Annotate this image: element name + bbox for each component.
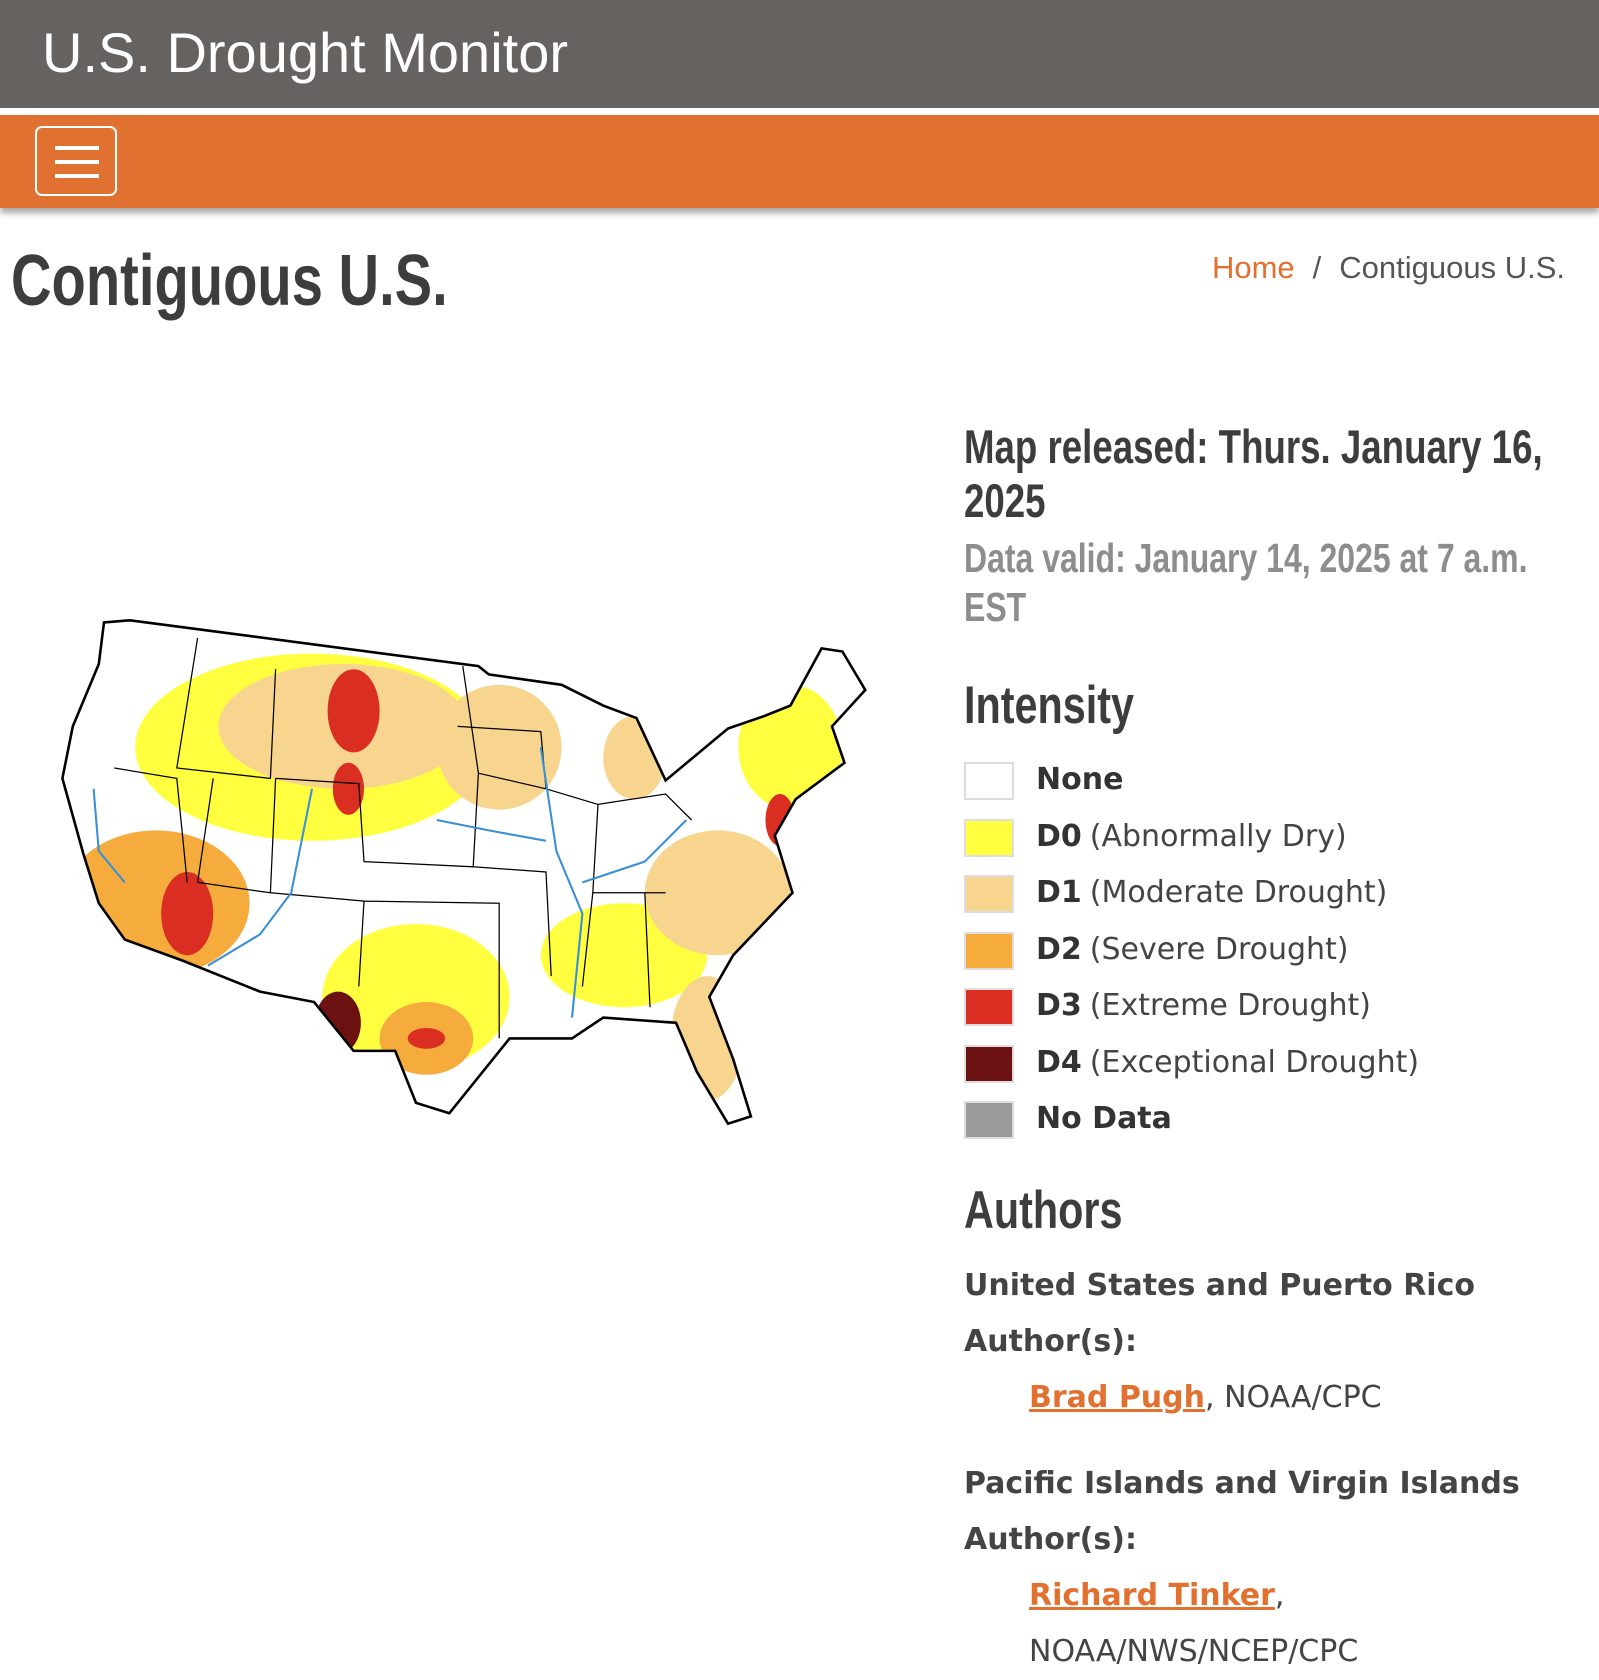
legend-swatch (964, 875, 1014, 913)
breadcrumb: Home / Contiguous U.S. (1212, 250, 1565, 286)
page-title: Contiguous U.S. (11, 241, 448, 321)
legend-swatch (964, 988, 1014, 1026)
legend-description: (Extreme Drought) (1089, 988, 1371, 1023)
group-heading: United States and Puerto Rico Author(s): (964, 1268, 1475, 1359)
legend-code: D1 (1036, 875, 1082, 910)
legend-description: (Exceptional Drought) (1089, 1044, 1420, 1080)
legend-label: None (1036, 762, 1131, 797)
legend-code: D3 (1036, 988, 1082, 1023)
drought-map[interactable] (57, 612, 879, 1132)
author-group: Pacific Islands and Virgin Islands Autho… (964, 1456, 1599, 1680)
legend-swatch (964, 818, 1014, 857)
map-info-panel: Map released: Thurs. January 16, 2025 Da… (964, 420, 1594, 1669)
authors-title: Authors (964, 1181, 1123, 1240)
site-header: U.S. Drought Monitor (0, 0, 1599, 108)
map-released: Map released: Thurs. January 16, 2025 (964, 420, 1543, 527)
legend-description: (Severe Drought) (1089, 931, 1349, 967)
legend-description: (Moderate Drought) (1089, 875, 1388, 910)
legend-code: No Data (1036, 1101, 1172, 1136)
data-valid: Data valid: January 14, 2025 at 7 a.m. E… (964, 535, 1528, 630)
legend-code: None (1036, 762, 1124, 797)
breadcrumb-home[interactable]: Home (1211, 250, 1295, 285)
legend-label: D3 (Extreme Drought) (1036, 988, 1371, 1023)
author-affiliation: NOAA/CPC (1224, 1380, 1382, 1415)
legend-label: D0 (Abnormally Dry) (1036, 819, 1347, 854)
authors: United States and Puerto Rico Author(s):… (964, 1258, 1599, 1680)
author-link[interactable]: Richard Tinker (1029, 1578, 1275, 1613)
legend-label: D4 (Exceptional Drought) (1036, 1045, 1419, 1080)
breadcrumb-current: Contiguous U.S. (1339, 250, 1565, 285)
legend-label: D2 (Severe Drought) (1036, 932, 1349, 967)
legend-label: No Data (1036, 1101, 1180, 1136)
site-title[interactable]: U.S. Drought Monitor (42, 21, 568, 84)
author-separator: , (1205, 1380, 1215, 1415)
legend-description: (Abnormally Dry) (1089, 818, 1347, 854)
breadcrumb-separator: / (1312, 250, 1322, 285)
legend-code: D2 (1036, 931, 1082, 967)
author-link[interactable]: Brad Pugh (1029, 1380, 1206, 1415)
state-borders (114, 637, 693, 1039)
author: Brad Pugh, NOAA/CPC (964, 1370, 1599, 1426)
nav-bar (0, 115, 1599, 208)
legend-swatch (964, 1044, 1014, 1083)
legend-swatch (964, 931, 1014, 970)
legend-swatch (964, 762, 1014, 800)
legend-title: Intensity (964, 676, 1134, 735)
author-group: United States and Puerto Rico Author(s):… (964, 1258, 1599, 1426)
author: Richard Tinker, NOAA/NWS/NCEP/CPC (964, 1568, 1599, 1680)
legend-label: D1 (Moderate Drought) (1036, 875, 1387, 910)
menu-button[interactable] (35, 126, 117, 196)
rivers (92, 747, 688, 1018)
legend-swatch (964, 1101, 1014, 1139)
legend-code: D4 (1036, 1044, 1082, 1080)
author-affiliation: NOAA/NWS/NCEP/CPC (1029, 1634, 1359, 1669)
legend-code: D0 (1036, 818, 1082, 854)
author-separator: , (1274, 1578, 1285, 1613)
group-heading: Pacific Islands and Virgin Islands Autho… (964, 1466, 1520, 1557)
drought-areas (62, 620, 866, 1124)
